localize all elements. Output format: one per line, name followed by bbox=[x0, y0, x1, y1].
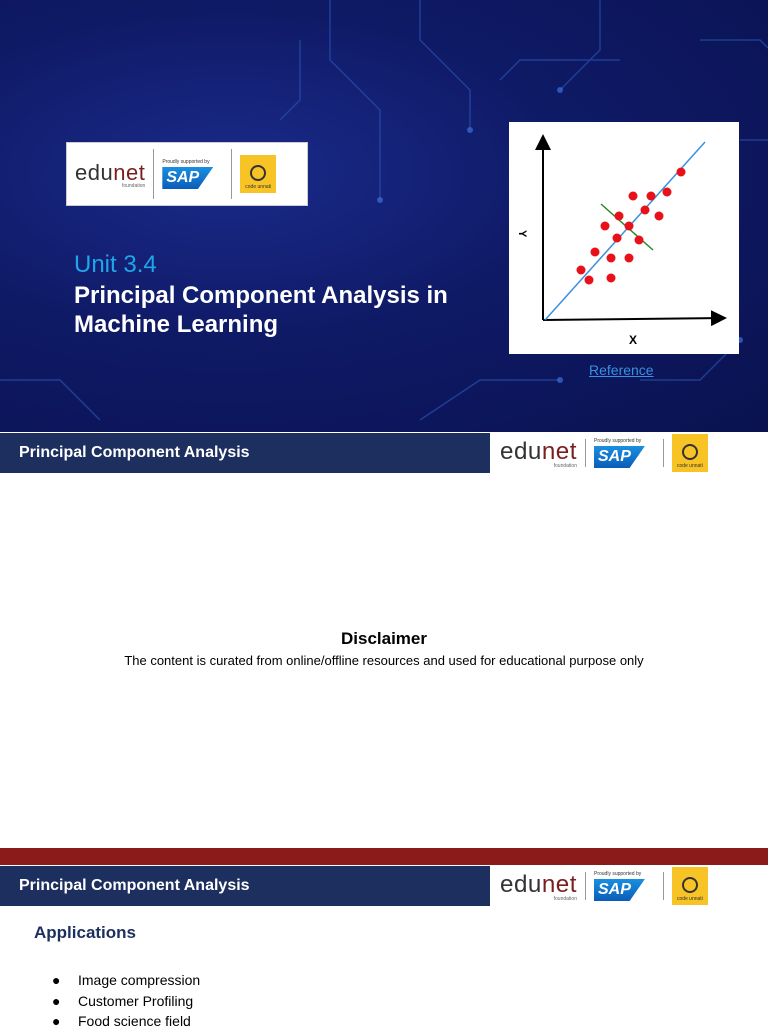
pca-illustration: Y X bbox=[509, 122, 739, 354]
bullet-item: ● Customer Profiling bbox=[52, 993, 193, 1009]
brand-part: net bbox=[113, 159, 146, 185]
cover-title: Principal Component Analysis in bbox=[74, 282, 448, 309]
edunet-logo: edunet foundation bbox=[75, 160, 145, 189]
logo-strip: edunet foundation Proudly supported by SAP c… bbox=[496, 866, 764, 906]
sap-mark: SAP bbox=[593, 879, 645, 901]
bullet-item: ● Food science field bbox=[52, 1013, 191, 1029]
axis-label: X bbox=[629, 333, 637, 347]
sap-logo: Proudly supported by SAP bbox=[593, 438, 645, 468]
item-text: Image compression bbox=[78, 972, 201, 988]
sap-logo: Proudly supported by SAP bbox=[593, 871, 645, 901]
brand-part: edu bbox=[500, 870, 542, 898]
header-title: Principal Component Analysis bbox=[0, 433, 490, 473]
separator bbox=[584, 872, 586, 900]
sap-mark: SAP bbox=[593, 446, 645, 468]
unit-label: Unit 3.4 bbox=[74, 251, 157, 278]
separator bbox=[662, 439, 664, 467]
item-text: Food science field bbox=[78, 1013, 191, 1029]
separator bbox=[153, 149, 155, 199]
separator bbox=[584, 439, 586, 467]
bullet: ● bbox=[52, 972, 61, 988]
bullet-item: ● Image compression bbox=[52, 972, 200, 988]
brand-part: net bbox=[541, 870, 577, 898]
circuit-background bbox=[0, 0, 768, 421]
brand-sub: foundation bbox=[121, 182, 146, 189]
sap-mark: SAP bbox=[162, 167, 214, 189]
slide-header: Principal Component Analysis edunet found… bbox=[0, 866, 768, 906]
edunet-logo: edunet foundation bbox=[500, 438, 577, 469]
logo-ring bbox=[681, 877, 698, 893]
separator bbox=[662, 872, 664, 900]
logo-strip: edunet foundation Proudly supported by SAP c… bbox=[66, 142, 308, 206]
edunet-logo: edunet foundation bbox=[500, 871, 577, 902]
brand-part: net bbox=[541, 437, 577, 465]
bullet: ● bbox=[52, 1013, 61, 1029]
partner-text: code unnati bbox=[676, 463, 703, 469]
brand-name: edunet bbox=[75, 160, 145, 186]
support-text: Proudly supported by bbox=[593, 871, 642, 877]
brand-part: edu bbox=[500, 437, 542, 465]
sap-logo: Proudly supported by SAP bbox=[162, 159, 214, 189]
axis-label: Y bbox=[516, 230, 528, 238]
disclaimer-text: The content is curated from online/offli… bbox=[124, 653, 644, 668]
slide-header: Principal Component Analysis edunet found… bbox=[0, 433, 768, 473]
support-text: Proudly supported by bbox=[593, 438, 642, 444]
item-text: Customer Profiling bbox=[78, 992, 194, 1009]
bullet: ● bbox=[52, 992, 61, 1009]
support-text: Proudly supported by bbox=[162, 159, 210, 165]
separator bbox=[231, 149, 233, 199]
partner-text: code unnati bbox=[245, 184, 272, 190]
cover-title: Machine Learning bbox=[74, 311, 279, 338]
disclaimer-heading: Disclaimer bbox=[341, 629, 427, 648]
code-unnati-logo: code unnati bbox=[240, 155, 277, 193]
brand-part: edu bbox=[75, 159, 114, 185]
brand-sub: foundation bbox=[553, 462, 577, 469]
header-title: Principal Component Analysis bbox=[0, 866, 490, 906]
logo-ring bbox=[250, 165, 267, 181]
partner-text: code unnati bbox=[676, 896, 703, 902]
brand-name: edunet bbox=[500, 871, 577, 899]
code-unnati-logo: code unnati bbox=[671, 434, 708, 472]
cover-slide: edunet foundation Proudly supported by SAP c… bbox=[0, 0, 768, 432]
logo-strip: edunet foundation Proudly supported by SAP c… bbox=[496, 433, 764, 473]
divider-bar bbox=[0, 848, 768, 865]
brand-sub: foundation bbox=[553, 895, 577, 902]
section-heading: Applications bbox=[34, 923, 137, 942]
logo-ring bbox=[681, 444, 698, 460]
reference-link[interactable]: Reference bbox=[589, 362, 654, 378]
code-unnati-logo: code unnati bbox=[671, 867, 708, 905]
brand-name: edunet bbox=[500, 438, 577, 466]
